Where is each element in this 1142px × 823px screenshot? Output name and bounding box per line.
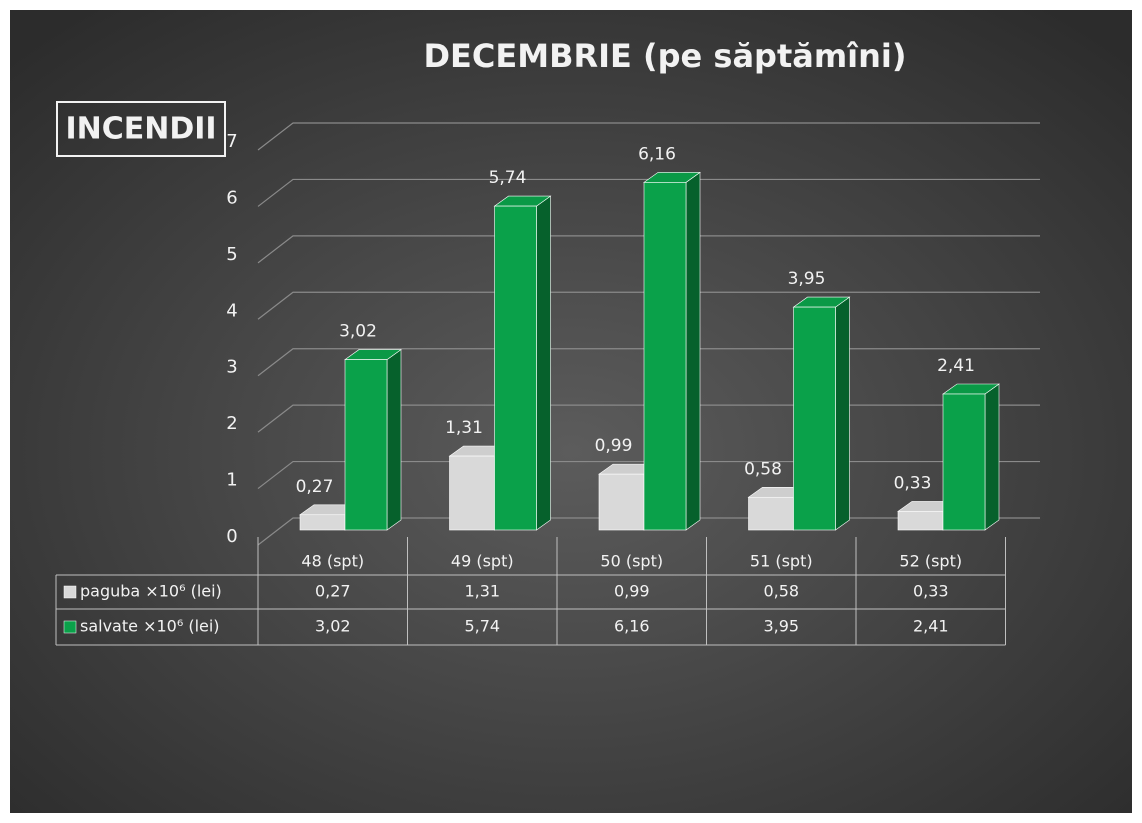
table-cell: 2,41	[913, 617, 949, 636]
y-tick-label: 1	[226, 470, 237, 491]
label-box-text: INCENDII	[65, 112, 216, 147]
data-label: 5,74	[489, 168, 527, 188]
table-cell: 5,74	[464, 617, 500, 636]
bar-side	[386, 349, 402, 531]
table-cell: 0,99	[614, 582, 650, 601]
grid-line	[257, 235, 1040, 264]
y-tick-label: 7	[226, 131, 237, 152]
data-label: 3,02	[339, 322, 377, 342]
table-cell: 0,58	[763, 582, 799, 601]
chart-title: DECEMBRIE (pe săptămîni)	[423, 37, 906, 75]
y-tick-label: 2	[226, 413, 237, 434]
x-tick-label: 52 (spt)	[899, 552, 962, 571]
bar	[748, 496, 794, 531]
bar	[449, 455, 495, 531]
x-tick-label: 51 (spt)	[750, 552, 813, 571]
table-cell: 3,95	[763, 617, 799, 636]
data-label: 6,16	[638, 144, 676, 164]
table-cell: 0,27	[315, 582, 351, 601]
bar-side	[984, 383, 1000, 531]
y-tick-label: 4	[226, 300, 237, 321]
grid-line	[257, 178, 1040, 207]
grid-line	[257, 122, 1040, 151]
grid-line	[257, 460, 1040, 490]
bar	[494, 205, 537, 531]
grid-line	[257, 291, 1040, 320]
table-cell: 1,31	[464, 582, 500, 601]
data-label: 0,27	[296, 477, 334, 497]
bar-side	[835, 296, 850, 531]
bar	[344, 359, 388, 531]
bar-side	[536, 195, 551, 531]
legend-label: salvate ×10⁶ (lei)	[80, 617, 220, 636]
grid-line	[257, 404, 1040, 433]
x-tick-label: 49 (spt)	[451, 552, 514, 571]
table-cell: 0,33	[913, 582, 949, 601]
x-tick-label: 48 (spt)	[301, 552, 364, 571]
y-tick-label: 5	[226, 244, 237, 265]
y-tick-label: 3	[226, 357, 237, 378]
y-tick-label: 0	[226, 526, 237, 547]
y-tick-label: 6	[226, 187, 237, 208]
data-label: 1,31	[445, 418, 483, 438]
grid-line	[257, 348, 1040, 377]
data-label: 0,33	[894, 473, 932, 493]
bar	[793, 306, 836, 531]
table-cell: 6,16	[614, 617, 650, 636]
legend-swatch	[63, 585, 77, 599]
bar-side	[685, 171, 701, 531]
bar	[598, 473, 645, 531]
legend-label: paguba ×10⁶ (lei)	[80, 582, 222, 601]
bar	[942, 393, 986, 531]
data-label: 3,95	[788, 269, 826, 289]
data-label: 0,99	[595, 436, 633, 456]
bar	[643, 182, 687, 531]
bar	[897, 511, 944, 531]
legend-swatch	[63, 620, 77, 634]
label-box	[56, 101, 226, 157]
table-cell: 3,02	[315, 617, 351, 636]
data-label: 0,58	[744, 459, 782, 479]
x-tick-label: 50 (spt)	[600, 552, 663, 571]
bar	[299, 514, 346, 531]
data-label: 2,41	[937, 356, 975, 376]
